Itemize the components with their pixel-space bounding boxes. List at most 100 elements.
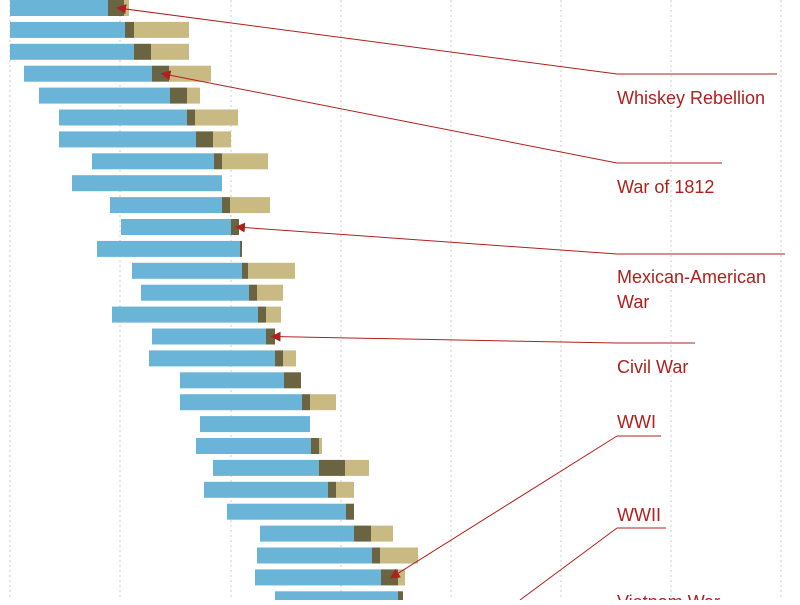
bar-row bbox=[196, 438, 322, 454]
bar-row bbox=[255, 569, 405, 586]
bar-segment-middle bbox=[275, 350, 283, 367]
bar-segment-middle bbox=[266, 328, 275, 345]
bar-row bbox=[59, 109, 238, 126]
bar-segment-first bbox=[132, 262, 242, 279]
annotation: War of 1812 bbox=[160, 70, 722, 197]
annotation-arrow bbox=[116, 4, 618, 75]
bar-row bbox=[260, 525, 393, 542]
bar-segment-first bbox=[180, 372, 284, 389]
bar-segment-middle bbox=[231, 219, 239, 235]
annotation-label: War bbox=[617, 292, 649, 312]
bar-row bbox=[213, 459, 369, 476]
bar-segment-first bbox=[112, 306, 258, 323]
bar-segment-middle bbox=[381, 569, 398, 586]
bar-segment-last bbox=[151, 43, 189, 60]
bar-row bbox=[200, 416, 310, 433]
bar-segment-first bbox=[255, 569, 381, 586]
annotation-arrow bbox=[389, 435, 618, 579]
bar-segment-middle bbox=[170, 87, 187, 104]
bar-row bbox=[92, 153, 268, 170]
annotation-arrow bbox=[160, 70, 618, 164]
bar-segment-middle bbox=[134, 43, 151, 60]
bar-segment-first bbox=[39, 87, 170, 104]
bar-row bbox=[97, 240, 242, 257]
bar-segment-last bbox=[124, 0, 129, 16]
bar-row bbox=[10, 43, 189, 60]
bar-row bbox=[10, 0, 129, 16]
bar-row bbox=[257, 547, 418, 564]
bar-segment-last bbox=[187, 87, 200, 104]
annotation: Mexican-American War bbox=[235, 222, 785, 312]
bar-segment-last bbox=[230, 197, 270, 214]
bar-segment-last bbox=[398, 569, 405, 586]
bars bbox=[10, 0, 418, 605]
bar-segment-first bbox=[227, 503, 346, 520]
bar-segment-middle bbox=[249, 284, 257, 301]
bar-segment-middle bbox=[398, 591, 403, 605]
bar-row bbox=[204, 481, 354, 498]
annotation: WWI bbox=[389, 412, 661, 579]
bar-segment-last bbox=[380, 547, 418, 564]
annotation-label: Mexican-American bbox=[617, 267, 766, 287]
bar-segment-last bbox=[169, 65, 211, 82]
annotation: Civil War bbox=[270, 331, 695, 377]
bar-segment-middle bbox=[125, 21, 134, 38]
bar-segment-first bbox=[121, 219, 231, 235]
bar-row bbox=[141, 284, 283, 301]
bar-segment-middle bbox=[328, 481, 336, 498]
bar-row bbox=[112, 306, 281, 323]
bar-segment-last bbox=[319, 438, 322, 454]
bar-row bbox=[121, 219, 239, 235]
bar-segment-first bbox=[180, 394, 302, 411]
bar-segment-first bbox=[110, 197, 222, 214]
bar-row bbox=[10, 21, 189, 38]
bar-segment-first bbox=[72, 175, 222, 192]
bar-segment-first bbox=[152, 328, 266, 345]
bar-row bbox=[132, 262, 295, 279]
bar-segment-first bbox=[275, 591, 398, 605]
bar-row bbox=[110, 197, 270, 214]
bar-segment-last bbox=[345, 459, 369, 476]
bar-segment-first bbox=[196, 438, 311, 454]
bar-segment-first bbox=[257, 547, 372, 564]
bar-segment-last bbox=[371, 525, 393, 542]
bar-segment-middle bbox=[311, 438, 319, 454]
bar-row bbox=[24, 65, 211, 82]
annotation-leader bbox=[519, 527, 618, 601]
bar-segment-first bbox=[141, 284, 249, 301]
annotation: Whiskey Rebellion bbox=[116, 4, 777, 108]
bar-segment-middle bbox=[302, 394, 310, 411]
bar-row bbox=[59, 131, 231, 148]
annotation-label: Whiskey Rebellion bbox=[617, 88, 765, 108]
bar-segment-first bbox=[260, 525, 354, 542]
bar-segment-first bbox=[149, 350, 275, 367]
annotation: Vietnam War bbox=[617, 592, 720, 605]
annotation-label: Vietnam War bbox=[617, 592, 720, 600]
bar-segment-middle bbox=[284, 372, 301, 389]
bar-segment-middle bbox=[242, 262, 248, 279]
bar-segment-middle bbox=[222, 197, 230, 214]
bar-segment-middle bbox=[187, 109, 195, 126]
bar-segment-middle bbox=[372, 547, 380, 564]
bar-row bbox=[180, 372, 301, 389]
bar-segment-first bbox=[10, 21, 125, 38]
annotation-arrow bbox=[235, 222, 618, 255]
bar-segment-first bbox=[213, 459, 319, 476]
bar-segment-middle bbox=[346, 503, 354, 520]
bar-segment-first bbox=[10, 43, 134, 60]
bar-segment-middle bbox=[240, 240, 242, 257]
bar-segment-first bbox=[204, 481, 328, 498]
bar-segment-last bbox=[248, 262, 295, 279]
bar-segment-middle bbox=[152, 65, 169, 82]
bar-row bbox=[275, 591, 403, 605]
bar-segment-middle bbox=[258, 306, 266, 323]
annotation-label: WWII bbox=[617, 505, 661, 525]
bar-segment-first bbox=[200, 416, 310, 433]
bar-segment-last bbox=[283, 350, 296, 367]
bar-row bbox=[180, 394, 336, 411]
bar-segment-last bbox=[266, 306, 281, 323]
bar-segment-last bbox=[134, 21, 189, 38]
bar-row bbox=[72, 175, 222, 192]
bar-segment-middle bbox=[196, 131, 213, 148]
